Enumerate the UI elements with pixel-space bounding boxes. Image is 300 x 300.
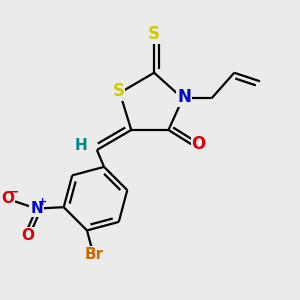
- Text: O: O: [191, 135, 206, 153]
- Text: N: N: [30, 201, 43, 216]
- Text: H: H: [75, 138, 88, 153]
- Text: O: O: [2, 191, 14, 206]
- Text: S: S: [148, 25, 160, 43]
- Text: −: −: [9, 186, 20, 199]
- Text: +: +: [38, 197, 47, 207]
- Text: N: N: [177, 88, 191, 106]
- Text: S: S: [112, 82, 124, 100]
- Text: Br: Br: [85, 247, 104, 262]
- Text: O: O: [21, 228, 34, 243]
